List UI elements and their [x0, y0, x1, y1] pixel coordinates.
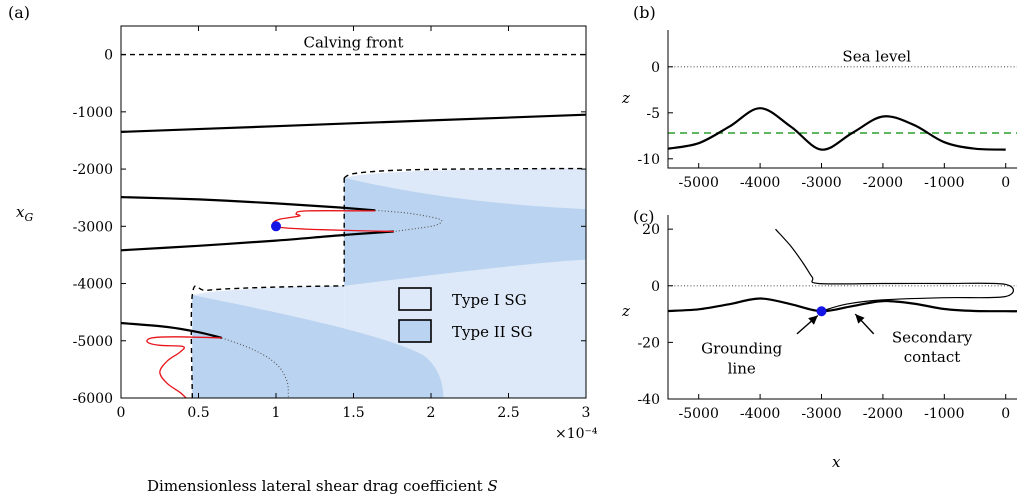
annotation-calving-front: Calving front	[304, 34, 404, 52]
series-line-solid	[121, 196, 376, 212]
ylabel-a: xG	[16, 203, 33, 224]
y-tick-label: -4000	[73, 277, 113, 293]
ticks-a: 0 0.5 1 1.5 2 2.5 3 0 -1000 -2000 -3000 -4000 -5000 -…	[73, 26, 591, 421]
legend-swatch-type-i	[398, 287, 432, 311]
y-tick-label: 0	[104, 48, 113, 64]
legend-label-type-i: Type I SG	[452, 291, 527, 309]
y-tick-label: -40	[637, 392, 660, 408]
grounding-line-marker	[816, 306, 827, 317]
annotation-contact: contact	[904, 348, 961, 366]
xlabel-a: Dimensionless lateral shear drag coeffic…	[147, 477, 498, 495]
panel-a: (a) 0 0.5 1 1.5 2 2.5 3 0 -1000 -2000 -3000 -4000 -5…	[8, 3, 598, 495]
series-line-solid	[121, 230, 394, 252]
series-line-solid	[668, 297, 1017, 313]
x-tick-label: -2000	[863, 175, 903, 191]
series-a	[121, 53, 586, 398]
marker-a	[271, 221, 281, 232]
series-line-dotted	[221, 337, 289, 398]
x-multiplier-a: ×10⁻⁴	[555, 426, 598, 442]
x-tick-label: -3000	[801, 406, 841, 422]
ylabel-c: z	[621, 302, 630, 320]
panel-b: (b) -5000 -4000 -3000 -2000 -1000 0 0 -5 -10 Sea…	[621, 3, 1017, 191]
series-b	[668, 66, 1017, 151]
series-c	[668, 228, 1017, 313]
x-tick-label: -2000	[863, 406, 903, 422]
x-tick-label: 1	[272, 405, 281, 421]
series-line-dashed	[343, 167, 586, 179]
series-line-red	[146, 336, 222, 398]
type-ii-sg-region-upper	[344, 177, 586, 286]
legend-a: Type I SG Type II SG	[398, 287, 533, 343]
x-tick-label: 0	[1001, 175, 1010, 191]
grounding-line-marker	[271, 221, 281, 232]
x-tick-label: 0.5	[187, 405, 209, 421]
x-tick-label: -5000	[679, 175, 719, 191]
marker-c	[816, 306, 827, 317]
y-tick-label: -5	[646, 106, 660, 122]
axes-b-frame	[667, 30, 1017, 169]
ticks-b: -5000 -4000 -3000 -2000 -1000 0 0 -5 -10	[637, 60, 1010, 191]
y-tick-label: 0	[651, 60, 660, 76]
series-line-solid	[121, 113, 586, 133]
x-tick-label: 0	[1001, 406, 1010, 422]
x-tick-label: 3	[582, 405, 591, 421]
y-tick-label: -20	[637, 335, 660, 351]
x-tick-label: -1000	[924, 406, 964, 422]
legend-label-type-ii: Type II SG	[452, 323, 533, 341]
x-tick-label: -4000	[740, 406, 780, 422]
panel-c-label: (c)	[633, 207, 654, 226]
series-line-thin	[775, 228, 1015, 312]
x-tick-label: 2	[427, 405, 436, 421]
type-ii-sg-region-lower	[192, 295, 444, 398]
annotation-sea-level: Sea level	[842, 47, 911, 65]
series-line-red	[272, 210, 394, 233]
legend-swatch-type-ii	[398, 319, 432, 343]
annotation-line: line	[728, 360, 756, 378]
xlabel-c: x	[832, 453, 841, 471]
x-tick-label: 2.5	[497, 405, 519, 421]
ticks-c: -5000 -4000 -3000 -2000 -1000 0 20 0 -20 -40	[637, 222, 1010, 422]
y-tick-label: -1000	[73, 105, 113, 121]
axes-c-frame	[667, 215, 1017, 400]
y-tick-label: -2000	[73, 162, 113, 178]
annotation-secondary: Secondary	[892, 328, 973, 346]
x-tick-label: -4000	[740, 175, 780, 191]
y-tick-label: -3000	[73, 219, 113, 235]
panel-b-label: (b)	[633, 3, 656, 22]
x-tick-label: 1.5	[342, 405, 364, 421]
panel-c: (c) -5000 -4000 -3000 -2000 -1000 0200-20-40 …	[621, 207, 1017, 471]
series-line-solid	[668, 107, 1006, 151]
series-line-dotted	[375, 209, 443, 233]
x-tick-label: -3000	[801, 175, 841, 191]
y-tick-label: -5000	[73, 334, 113, 350]
y-tick-label: 20	[642, 222, 660, 238]
annotation-arrow-head	[808, 315, 818, 325]
y-tick-label: -6000	[73, 391, 113, 407]
y-tick-label: -10	[637, 152, 660, 168]
annotation-grounding: Grounding	[701, 340, 783, 358]
y-tick-label: 0	[651, 279, 660, 295]
arrows-c	[796, 313, 875, 335]
series-line-dashed	[190, 285, 345, 398]
x-tick-label: -1000	[924, 175, 964, 191]
annotation-arrow-head	[855, 314, 865, 324]
series-line-solid	[121, 321, 223, 339]
x-tick-label: 0	[117, 405, 126, 421]
x-tick-label: -5000	[679, 406, 719, 422]
ylabel-b: z	[621, 89, 630, 107]
panel-a-label: (a)	[8, 3, 30, 22]
